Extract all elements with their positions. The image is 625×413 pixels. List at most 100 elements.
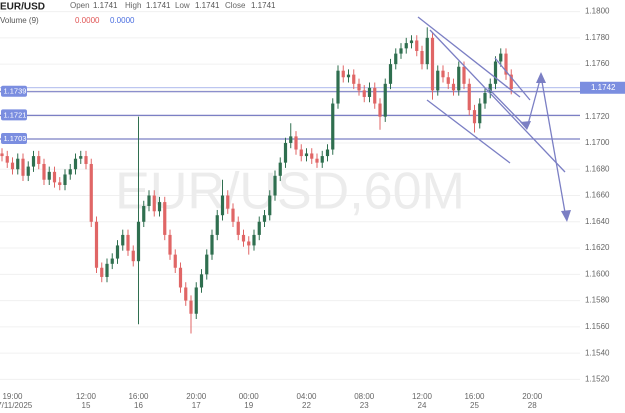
candle-body	[352, 74, 356, 84]
y-tick-label: 1.1700	[585, 138, 610, 147]
arrow-head	[536, 72, 546, 83]
x-tick-time: 12:00	[412, 392, 433, 401]
candle-body	[315, 158, 319, 163]
y-tick-label: 1.1580	[585, 296, 610, 305]
candle-body	[194, 287, 198, 314]
y-tick-label: 1.1620	[585, 243, 610, 252]
x-tick-time: 19:00	[2, 392, 23, 401]
legend-value: 1.1741	[93, 1, 118, 10]
candle-body	[436, 70, 440, 91]
candle-body	[47, 171, 51, 180]
candle-body	[257, 221, 261, 235]
x-tick-time: 00:00	[239, 392, 260, 401]
candle-body	[42, 163, 46, 180]
candle-body	[457, 66, 461, 91]
x-tick-date: 07/11/2025	[0, 401, 33, 410]
level-label: 1.1739	[4, 87, 27, 96]
candle-body	[184, 287, 188, 301]
candle-body	[226, 195, 230, 209]
candle-body	[131, 250, 135, 262]
candle-body	[5, 156, 9, 163]
candle-body	[310, 153, 314, 159]
candle-body	[199, 274, 204, 288]
x-tick-date: 28	[528, 401, 537, 410]
candle-body	[430, 37, 435, 91]
x-tick-date: 23	[360, 401, 369, 410]
candle-body	[252, 234, 256, 246]
volume-value: 0.0000	[110, 16, 135, 25]
candle-body	[26, 166, 30, 176]
candle-body	[388, 64, 393, 84]
symbol: EUR/USD	[0, 2, 45, 13]
candle-body	[299, 149, 303, 157]
x-tick-date: 24	[418, 401, 427, 410]
projection-path	[487, 75, 567, 219]
candle-body	[189, 300, 193, 314]
candles	[0, 27, 513, 334]
candle-body	[210, 234, 214, 255]
candle-body	[331, 103, 335, 150]
last-price-box	[580, 81, 625, 94]
legend-name: High	[125, 1, 141, 10]
candle-body	[483, 93, 487, 104]
candle-body	[404, 43, 408, 49]
candle-body	[320, 156, 324, 163]
candle-body	[262, 215, 267, 222]
candle-body	[100, 267, 104, 277]
legend-value: 1.1741	[195, 1, 220, 10]
x-tick-time: 12:00	[76, 392, 97, 401]
candle-body	[420, 50, 424, 65]
candle-body	[478, 103, 482, 124]
legend-name: Low	[175, 1, 190, 10]
x-tick-date: 16	[134, 401, 143, 410]
legend-name: Open	[70, 1, 90, 10]
level-label-box	[1, 85, 27, 97]
candle-body	[68, 169, 72, 175]
candle-body	[220, 195, 225, 216]
trend-line	[426, 99, 511, 164]
candle-body	[425, 37, 429, 65]
candle-body	[278, 162, 282, 176]
y-tick-label: 1.1600	[585, 269, 610, 278]
candle-body	[399, 48, 403, 54]
x-tick-time: 16:00	[464, 392, 485, 401]
level-label-box	[1, 133, 27, 145]
candle-body	[173, 254, 177, 268]
candle-body	[110, 258, 114, 264]
candle-body	[446, 77, 450, 84]
candle-body	[367, 87, 372, 97]
x-tick-date: 15	[82, 401, 91, 410]
candle-body	[105, 263, 109, 277]
candle-body	[289, 136, 293, 143]
candle-body	[79, 156, 83, 159]
candle-body	[178, 267, 183, 288]
y-tick-label: 1.1520	[585, 375, 610, 384]
candle-body	[16, 158, 20, 170]
candle-body	[31, 156, 36, 167]
candle-body	[504, 53, 508, 75]
candle-body	[231, 208, 235, 222]
candle-body	[283, 142, 288, 163]
candle-body	[336, 70, 340, 104]
candle-body	[126, 234, 130, 251]
legend-value: 1.1741	[251, 1, 276, 10]
level-label-box	[1, 109, 27, 121]
candle-body	[241, 234, 246, 242]
volume-value: 0.0000	[75, 16, 100, 25]
y-tick-label: 1.1540	[585, 348, 610, 357]
candle-body	[341, 70, 345, 78]
y-tick-label: 1.1560	[585, 322, 610, 331]
candle-body	[136, 221, 141, 262]
candle-body	[10, 162, 15, 170]
candle-body	[273, 175, 277, 196]
candle-body	[294, 136, 298, 150]
candle-body	[409, 40, 414, 44]
candle-body	[84, 156, 88, 164]
candle-body	[168, 234, 172, 255]
y-tick-label: 1.1660	[585, 191, 610, 200]
candle-body	[163, 202, 167, 235]
candle-body	[346, 74, 351, 78]
candle-body	[451, 83, 456, 91]
candle-body	[488, 83, 492, 94]
